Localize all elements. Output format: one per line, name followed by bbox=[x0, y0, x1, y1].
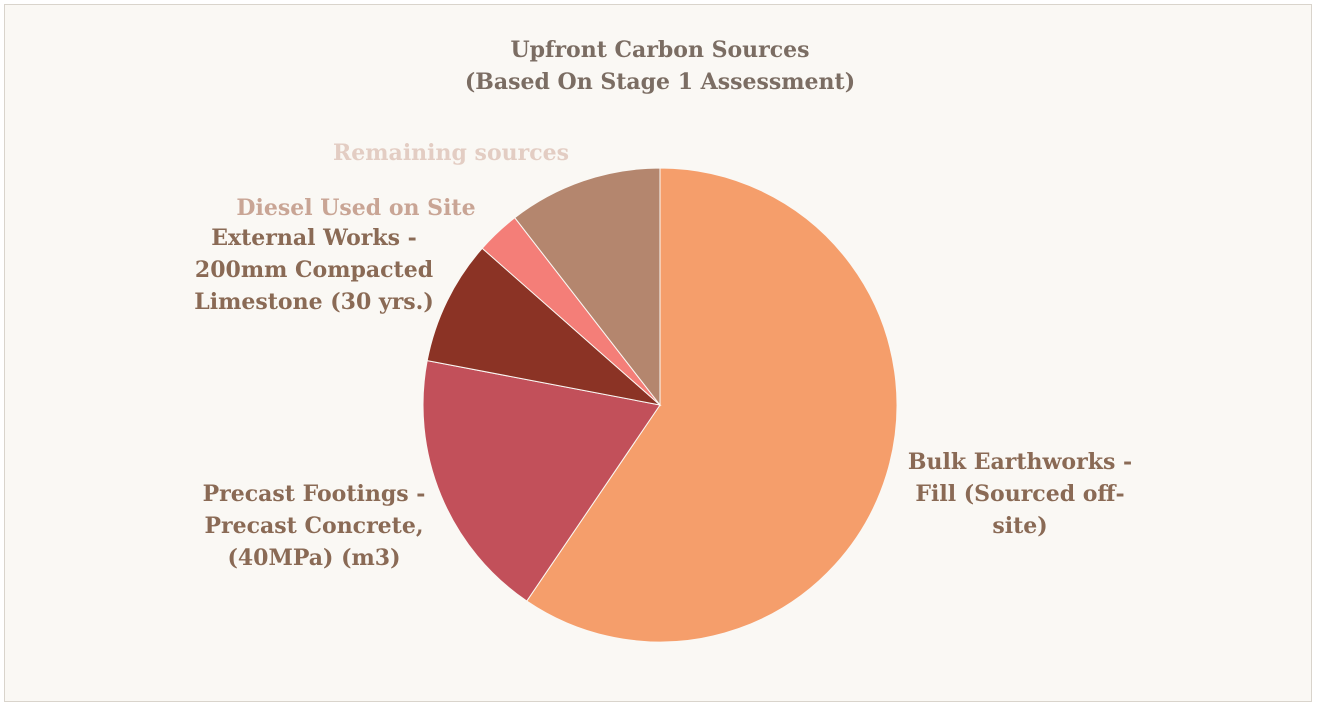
slice-label-2: External Works - 200mm Compacted Limestone… bbox=[194, 225, 434, 315]
slice-label-2-line-1: 200mm Compacted bbox=[195, 257, 433, 283]
slice-label-0: Bulk Earthworks - Fill (Sourced off-site) bbox=[908, 449, 1132, 539]
pie-slice-0 bbox=[526, 167, 898, 643]
slice-label-1-line-0: Precast Footings - bbox=[203, 481, 426, 507]
slice-label-1: Precast Footings - Precast Concrete, (40MP… bbox=[203, 481, 426, 571]
pie-slice-4 bbox=[514, 167, 661, 407]
chart-title-line-1: Upfront Carbon Sources bbox=[510, 37, 809, 63]
chart-title: Upfront Carbon Sources (Based On Stage 1… bbox=[465, 37, 855, 95]
pie-chart: Upfront Carbon Sources (Based On Stage 1… bbox=[194, 37, 1132, 643]
slice-label-0-line-1: Fill (Sourced off- bbox=[915, 481, 1124, 507]
slice-label-3-line-0: Diesel Used on Site bbox=[236, 195, 475, 221]
chart-title-line-2: (Based On Stage 1 Assessment) bbox=[465, 69, 855, 95]
slice-label-1-line-2: (40MPa) (m3) bbox=[227, 545, 400, 571]
slice-label-0-line-0: Bulk Earthworks - bbox=[908, 449, 1132, 475]
pie-slices bbox=[422, 167, 898, 643]
slice-label-2-line-2: Limestone (30 yrs.) bbox=[194, 289, 434, 315]
chart-frame: Upfront Carbon Sources (Based On Stage 1… bbox=[4, 4, 1312, 702]
pie-slice-2 bbox=[426, 247, 662, 406]
slice-label-3: Diesel Used on Site bbox=[236, 195, 475, 221]
slice-label-1-line-1: Precast Concrete, bbox=[205, 513, 424, 539]
slice-labels: Bulk Earthworks - Fill (Sourced off-site)… bbox=[194, 140, 1132, 571]
slice-label-4-line-0: Remaining sources bbox=[333, 140, 569, 166]
slice-label-0-line-2: site) bbox=[992, 513, 1047, 539]
slice-label-4: Remaining sources bbox=[333, 140, 569, 166]
slice-label-2-line-0: External Works - bbox=[211, 225, 417, 251]
pie-slice-1 bbox=[422, 360, 661, 602]
